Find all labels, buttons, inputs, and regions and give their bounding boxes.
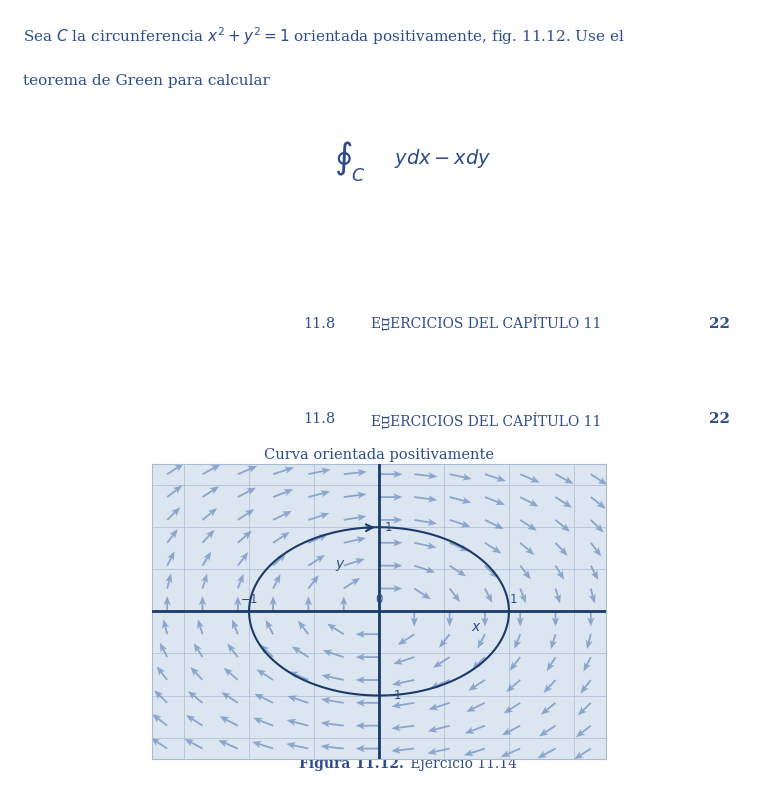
Text: $\oint_C$: $\oint_C$ [334, 140, 365, 185]
Text: 22: 22 [709, 316, 730, 331]
Text: EᴟERCICIOS DEL CAPÍTULO 11: EᴟERCICIOS DEL CAPÍTULO 11 [371, 314, 602, 331]
Text: Sea $\mathit{C}$ la circunferencia $x^2 + y^2 = 1$ orientada positivamente, fig.: Sea $\mathit{C}$ la circunferencia $x^2 … [23, 26, 625, 47]
Text: Asignado: Asignado [652, 374, 706, 387]
Text: trabajo: trabajo [8, 374, 50, 387]
Text: 11.8: 11.8 [303, 316, 336, 331]
Text: $ydx - xdy$: $ydx - xdy$ [394, 147, 492, 170]
Text: teorema de Green para calcular: teorema de Green para calcular [23, 74, 270, 88]
Text: 22: 22 [709, 411, 730, 426]
Text: Figura 11.12.: Figura 11.12. [299, 757, 404, 771]
Text: 11.8: 11.8 [303, 411, 336, 426]
Text: EᴟERCICIOS DEL CAPÍTULO 11: EᴟERCICIOS DEL CAPÍTULO 11 [371, 411, 602, 428]
Text: Curva orientada positivamente: Curva orientada positivamente [264, 448, 494, 462]
Text: Ejercicio 11.14: Ejercicio 11.14 [406, 757, 516, 771]
